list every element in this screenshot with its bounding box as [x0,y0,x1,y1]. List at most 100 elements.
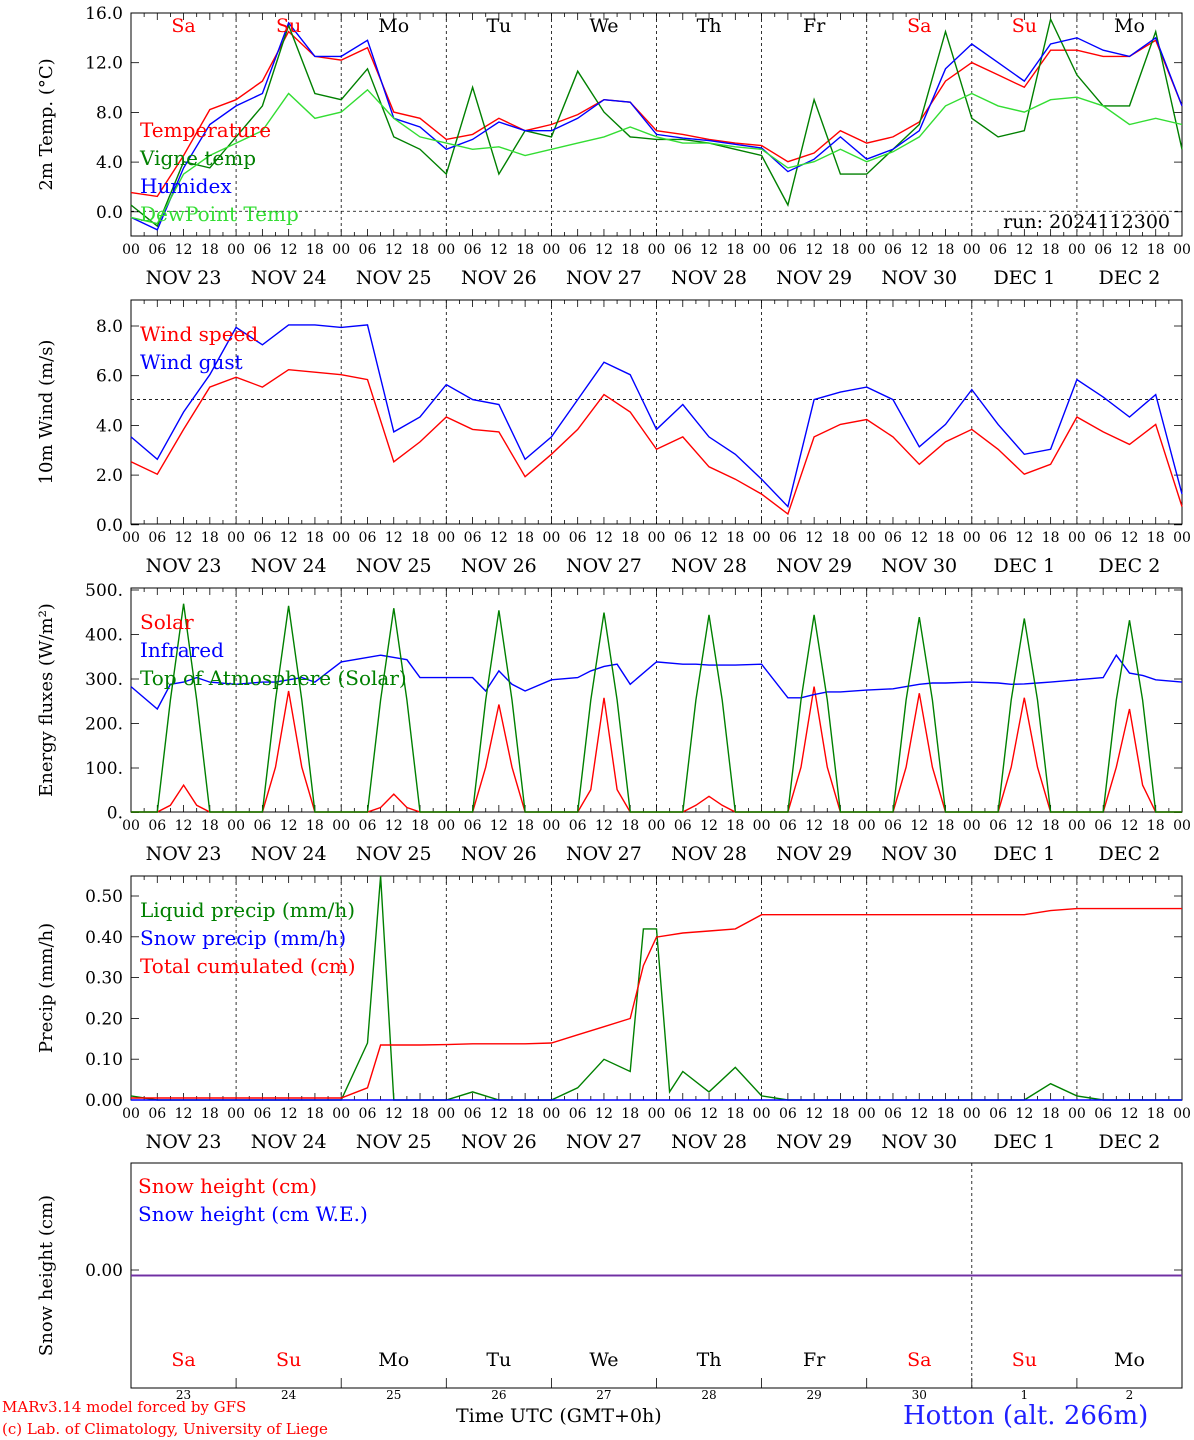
hour-tick-label: 18 [516,530,534,546]
legend-entry: Total cumulated (cm) [140,954,356,978]
day-name: Su [1012,1349,1037,1371]
y-tick-label: 6.0 [96,367,123,387]
legend-entry: Snow height (cm) [138,1174,317,1198]
y-tick-label: 0.40 [85,928,123,948]
hour-tick-label: 18 [306,530,324,546]
hour-tick-label: 00 [1068,242,1086,258]
hour-tick-label: 06 [569,1106,587,1122]
day-name: Sa [171,15,195,37]
legend-entry: Vigne temp [139,146,256,170]
hour-tick-label: 18 [726,818,744,834]
series-line-top-of-atmosphere-solar- [131,603,1182,813]
hour-tick-label: 00 [963,530,981,546]
hour-tick-label: 00 [227,1106,245,1122]
panel-1 [130,12,1183,237]
day-name: We [589,1349,618,1371]
date-label: NOV 28 [671,1131,747,1153]
hour-tick-label: 18 [621,818,639,834]
hour-tick-label: 06 [464,818,482,834]
date-label: NOV 29 [776,843,852,865]
hour-tick-label: 18 [726,1106,744,1122]
hour-tick-label: 00 [542,1106,560,1122]
y-tick-label: 0. [107,804,123,824]
y-axis-label: Energy fluxes (W/m²) [36,603,57,797]
legend-entry: Liquid precip (mm/h) [140,898,355,922]
hour-tick-label: 12 [700,242,718,258]
hour-tick-label: 06 [253,818,271,834]
hour-tick-label: 18 [621,242,639,258]
y-tick-label: 4.0 [96,416,123,436]
hour-tick-label: 06 [674,1106,692,1122]
date-label: DEC 2 [1099,267,1161,289]
hour-tick-label: 12 [805,818,823,834]
legend-entry: DewPoint Temp [140,202,299,226]
date-label: NOV 24 [251,267,327,289]
date-label: NOV 29 [776,555,852,577]
hour-tick-label: 18 [832,530,850,546]
hour-tick-label: 06 [569,818,587,834]
date-label: NOV 26 [461,1131,537,1153]
hour-tick-label: 06 [148,818,166,834]
hour-tick-label: 06 [359,818,377,834]
hour-tick-label: 00 [753,1106,771,1122]
hour-tick-label: 06 [253,530,271,546]
hour-tick-label: 00 [753,242,771,258]
date-label: NOV 27 [566,843,642,865]
hour-tick-label: 18 [411,530,429,546]
date-label: NOV 23 [146,1131,222,1153]
series-line-wind-speed [130,368,1183,516]
hour-tick-label: 00 [122,242,140,258]
hour-tick-label: 00 [227,818,245,834]
date-label: DEC 1 [993,1131,1055,1153]
hour-tick-label: 12 [385,242,403,258]
y-tick-label: 0.20 [85,1009,123,1029]
hour-tick-label: 12 [385,530,403,546]
hour-tick-label: 12 [1015,242,1033,258]
hour-tick-label: 12 [910,530,928,546]
hour-tick-label: 18 [411,1106,429,1122]
day-name: Mo [1114,15,1145,37]
hour-tick-label: 18 [411,242,429,258]
series-line-wind-gust [130,324,1183,509]
hour-tick-label: 18 [1042,1106,1060,1122]
day-name: We [589,15,618,37]
day-number: 28 [701,1388,716,1402]
hour-tick-label: 12 [1015,530,1033,546]
hour-tick-label: 18 [516,242,534,258]
hour-tick-label: 06 [779,530,797,546]
y-tick-label: 0.00 [85,1261,123,1281]
hour-tick-label: 12 [280,242,298,258]
hour-tick-label: 18 [411,818,429,834]
hour-tick-label: 06 [674,242,692,258]
y-axis-label: 2m Temp. (°C) [36,58,57,190]
hour-tick-label: 18 [1147,242,1165,258]
hour-tick-label: 18 [937,1106,955,1122]
y-tick-label: 8.0 [96,103,123,123]
legend-entry: Top of Atmosphere (Solar) [140,666,407,690]
date-label: NOV 25 [356,555,432,577]
hour-tick-label: 12 [175,242,193,258]
day-name: Su [276,15,301,37]
hour-tick-label: 12 [1121,530,1139,546]
hour-tick-label: 12 [1121,242,1139,258]
hour-tick-label: 12 [385,818,403,834]
hour-tick-label: 18 [1042,530,1060,546]
day-number: 23 [176,1388,191,1402]
legend-entry: Infrared [140,638,224,662]
hour-tick-label: 06 [359,242,377,258]
hour-tick-label: 12 [385,1106,403,1122]
hour-tick-label: 12 [1121,1106,1139,1122]
hour-tick-label: 18 [1147,530,1165,546]
y-tick-label: 0.0 [96,516,123,536]
hour-tick-label: 00 [858,530,876,546]
day-name: Sa [907,1349,931,1371]
hour-tick-label: 18 [306,818,324,834]
hour-tick-label: 06 [464,242,482,258]
hour-tick-label: 12 [910,1106,928,1122]
date-label: NOV 26 [461,555,537,577]
hour-tick-label: 12 [700,530,718,546]
hour-tick-label: 12 [1015,818,1033,834]
day-number: 2 [1126,1388,1134,1402]
day-name: Fr [803,1349,826,1371]
hour-tick-label: 00 [1068,818,1086,834]
